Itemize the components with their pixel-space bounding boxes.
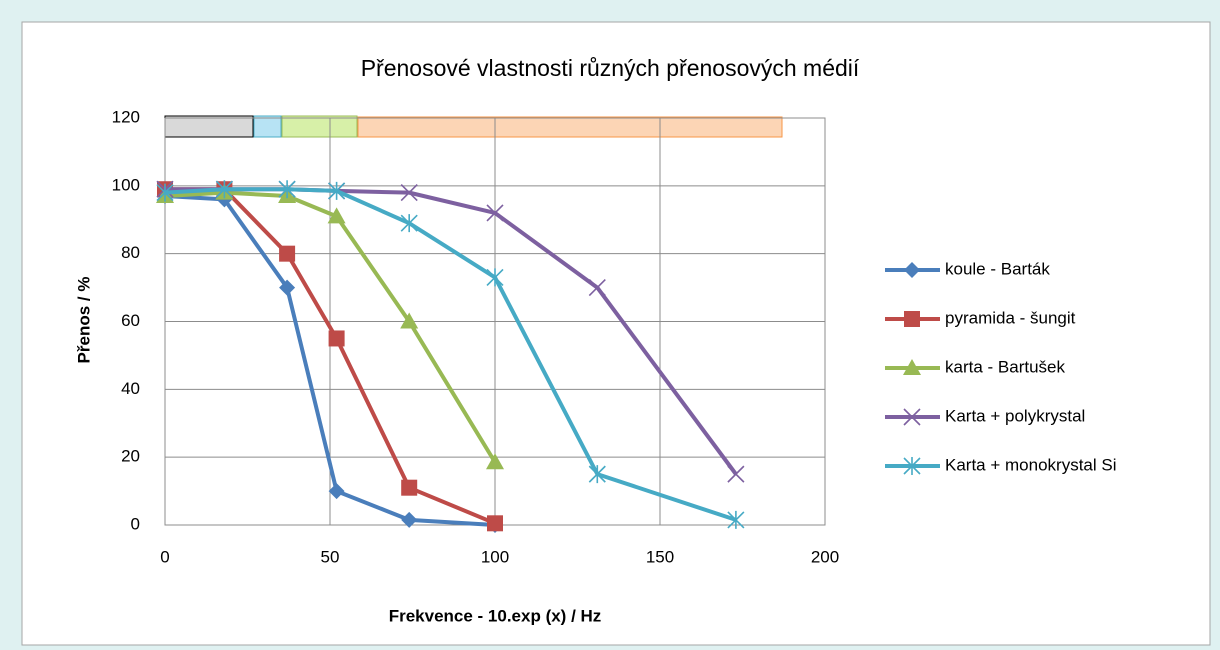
marker [486, 268, 504, 287]
y-tick-label: 60 [121, 311, 140, 330]
marker [215, 180, 233, 199]
marker [156, 183, 174, 202]
x-tick-label: 50 [321, 547, 340, 566]
legend-label: pyramida - šungit [945, 308, 1076, 327]
marker [401, 479, 418, 496]
y-axis-label: Přenos / % [74, 277, 93, 364]
series-line [164, 187, 737, 522]
marker [279, 245, 296, 262]
marker [328, 483, 345, 500]
marker [328, 181, 346, 200]
legend-label: Karta + monokrystal Si [945, 455, 1117, 474]
y-tick-label: 100 [112, 175, 140, 194]
legend-marker [904, 262, 920, 278]
marker [400, 184, 418, 202]
series-line [164, 194, 496, 527]
series-line [164, 190, 497, 464]
marker [328, 330, 345, 347]
y-tick-label: 0 [131, 514, 140, 533]
marker [400, 312, 419, 329]
legend-label: koule - Barták [945, 259, 1050, 278]
y-tick-label: 120 [112, 107, 140, 126]
marker [486, 204, 504, 222]
marker [487, 515, 503, 532]
x-tick-label: 150 [646, 547, 674, 566]
marker [279, 279, 296, 296]
range-box [281, 115, 358, 138]
y-tick-label: 40 [121, 379, 140, 398]
x-tick-label: 200 [811, 547, 839, 566]
legend-marker [904, 311, 920, 327]
marker [727, 465, 745, 483]
marker [588, 279, 606, 297]
legend-marker [903, 457, 921, 475]
chart-title: Přenosové vlastnosti různých přenosových… [361, 55, 860, 81]
marker [400, 214, 418, 233]
range-box [164, 115, 254, 138]
legend-marker [903, 359, 921, 375]
marker [401, 511, 418, 528]
x-tick-label: 100 [481, 547, 509, 566]
y-tick-label: 80 [121, 243, 140, 262]
marker [278, 180, 296, 199]
marker [327, 207, 346, 224]
x-axis-label: Frekvence - 10.exp (x) / Hz [389, 606, 602, 625]
legend-label: Karta + polykrystal [945, 406, 1085, 425]
range-shapes [164, 115, 783, 138]
range-box [253, 115, 282, 138]
marker [588, 465, 606, 484]
y-tick-label: 20 [121, 447, 140, 466]
legend-marker [903, 408, 921, 426]
range-box [357, 116, 783, 138]
marker [727, 510, 745, 529]
marker [486, 453, 504, 470]
x-tick-label: 0 [160, 547, 169, 566]
legend-label: karta - Bartušek [945, 357, 1065, 376]
